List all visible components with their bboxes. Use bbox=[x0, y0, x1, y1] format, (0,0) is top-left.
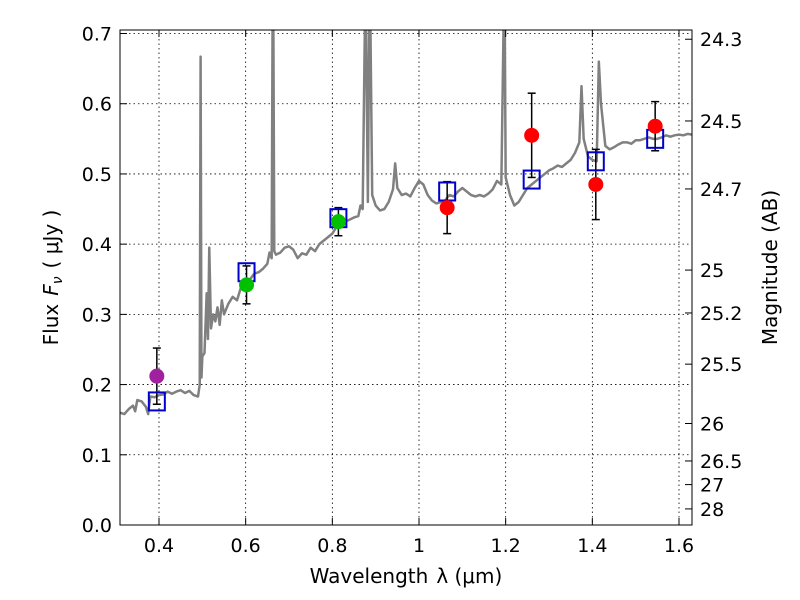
right-tick-label: 26 bbox=[700, 414, 724, 436]
right-axis-label: Magnitude (AB) bbox=[758, 190, 782, 345]
y-tick-label: 0.2 bbox=[82, 375, 112, 397]
plot-frame bbox=[119, 29, 693, 526]
y-tick-label: 0.4 bbox=[82, 234, 112, 256]
x-tick-label: 0.4 bbox=[144, 535, 174, 557]
right-tick-label: 25.2 bbox=[700, 303, 742, 325]
right-tick-label: 24.7 bbox=[700, 179, 742, 201]
x-tick-label: 1 bbox=[413, 535, 425, 557]
right-tick-label: 27 bbox=[700, 475, 724, 497]
x-tick-label: 1.2 bbox=[491, 535, 521, 557]
y-tick-label: 0.5 bbox=[82, 164, 112, 186]
model-photometry-marker bbox=[522, 169, 541, 190]
observed-flux-marker bbox=[239, 277, 255, 293]
x-tick-label: 1.6 bbox=[664, 535, 694, 557]
y-axis-label-text: Flux bbox=[39, 304, 63, 346]
y-axis-label-subscript: ν bbox=[50, 276, 66, 284]
right-tick-label: 25 bbox=[700, 260, 724, 282]
y-axis-label-symbol: F bbox=[39, 284, 63, 296]
x-axis-label: Wavelength λ (μm) bbox=[310, 564, 503, 588]
right-tick-label: 26.5 bbox=[700, 451, 742, 473]
observed-flux-marker bbox=[647, 118, 663, 134]
x-axis-label-text: Wavelength bbox=[310, 564, 429, 588]
y-tick-label: 0.6 bbox=[82, 94, 112, 116]
y-tick-label: 0.0 bbox=[82, 515, 112, 537]
right-tick-label: 25.5 bbox=[700, 354, 742, 376]
observed-flux-marker bbox=[588, 176, 604, 192]
data-points bbox=[147, 92, 665, 412]
right-tick-label: 24.3 bbox=[700, 29, 742, 51]
y-tick-label: 0.3 bbox=[82, 304, 112, 326]
x-tick-label: 0.8 bbox=[317, 535, 347, 557]
observed-flux-marker bbox=[330, 214, 346, 230]
y-axis-label-unit: ( μJy ) bbox=[39, 210, 63, 269]
model-spectrum-line bbox=[120, 30, 692, 416]
right-tick-label: 28 bbox=[700, 499, 724, 521]
model-photometry-marker bbox=[147, 391, 166, 412]
observed-flux-marker bbox=[149, 368, 165, 384]
y-axis-label: Flux Fν ( μJy ) bbox=[39, 210, 66, 346]
y-tick-label: 0.7 bbox=[82, 24, 112, 46]
x-tick-label: 0.6 bbox=[231, 535, 261, 557]
model-photometry-marker bbox=[586, 151, 605, 172]
x-axis-label-symbol: λ (μm) bbox=[436, 564, 502, 588]
x-tick-label: 1.4 bbox=[577, 535, 607, 557]
grid bbox=[120, 30, 692, 526]
y-tick-label: 0.1 bbox=[82, 445, 112, 467]
observed-flux-marker bbox=[439, 200, 455, 216]
model-spectrum bbox=[120, 30, 692, 416]
observed-flux-marker bbox=[524, 127, 540, 143]
right-tick-label: 24.5 bbox=[700, 111, 742, 133]
y-axis-ticks: 0.0 0.1 0.2 0.3 0.4 0.5 0.6 0.7 bbox=[82, 24, 127, 537]
x-axis-ticks: 0.4 0.6 0.8 1 1.2 1.4 1.6 bbox=[144, 30, 694, 557]
